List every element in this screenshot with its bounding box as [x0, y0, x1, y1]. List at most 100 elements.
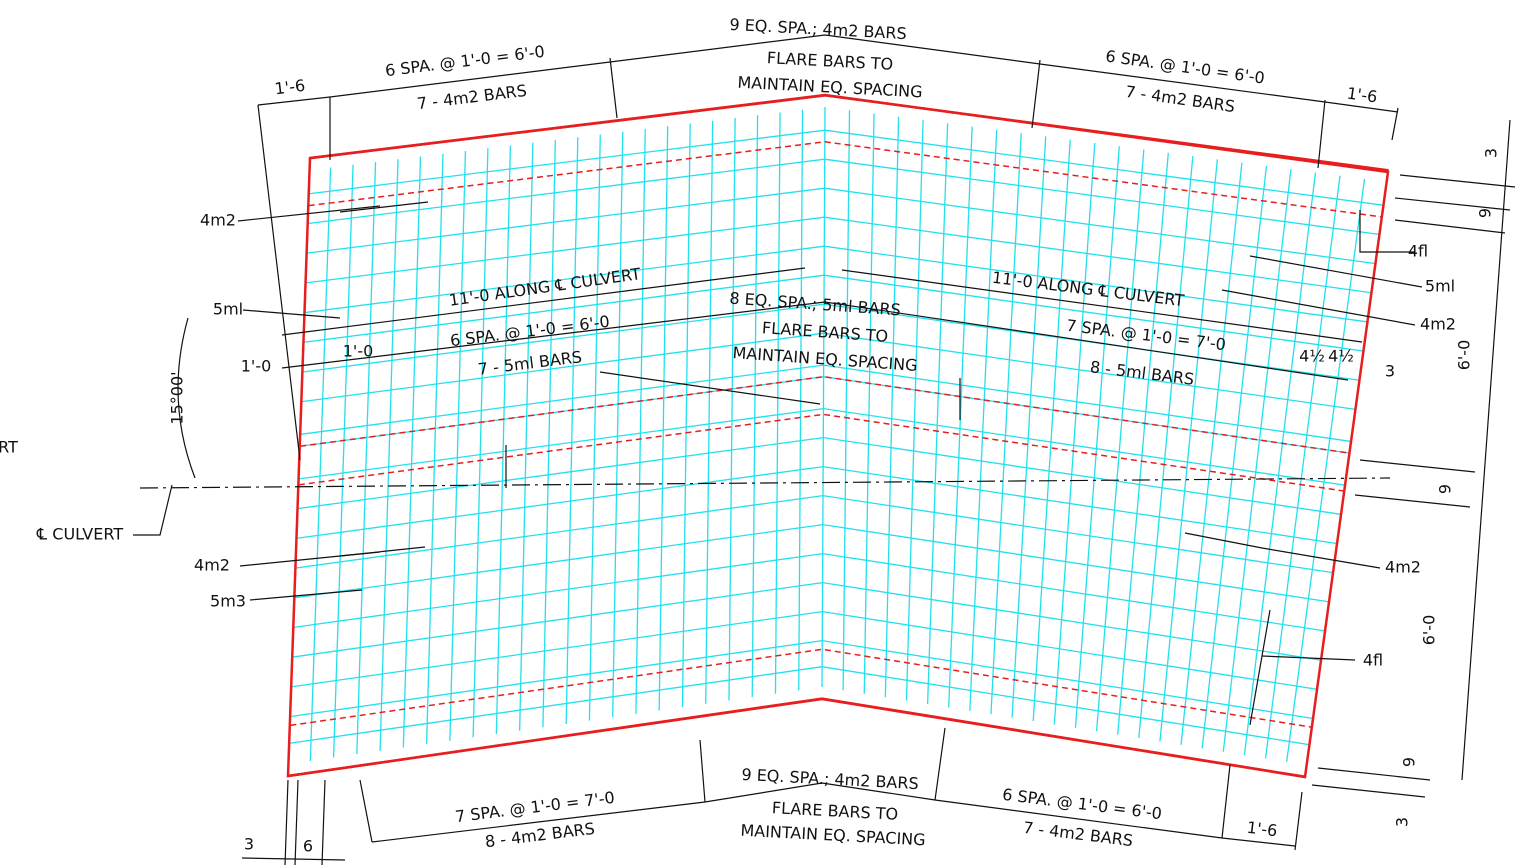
- bar-line: [298, 438, 1341, 515]
- label: FLARE BARS TO: [761, 318, 888, 346]
- bar-line: [636, 129, 645, 714]
- label: 6'-0: [1455, 340, 1474, 371]
- inner-boundary: [289, 699, 1305, 777]
- label: 7 - 5ml BARS: [477, 347, 583, 379]
- bar-line: [885, 117, 898, 697]
- bar-line: [380, 159, 398, 751]
- label: 1'-6: [1346, 83, 1379, 106]
- bar-line: [1287, 179, 1365, 762]
- label: 9: [1436, 484, 1455, 494]
- bar-line: [1097, 150, 1144, 732]
- bar-line: [294, 554, 1325, 631]
- bar-line: [1266, 176, 1340, 759]
- bar-line: [1054, 143, 1094, 724]
- bar-line: [520, 143, 533, 731]
- bar-line: [752, 115, 757, 697]
- label: 6 SPA. @ 1'-0 = 6'-0: [449, 312, 611, 350]
- bar-line: [1075, 146, 1119, 728]
- bar-line: [864, 114, 874, 694]
- label: 6'-0: [1420, 615, 1439, 646]
- bar-line: [613, 132, 623, 717]
- label: 4fl: [1408, 242, 1428, 261]
- label: RT: [0, 438, 18, 457]
- bar-line: [822, 107, 825, 687]
- label: 1'-0: [343, 342, 374, 361]
- label: 3: [1385, 362, 1395, 381]
- bar-line: [310, 167, 330, 760]
- bar-line: [928, 123, 948, 704]
- bar-line: [543, 140, 555, 727]
- label: 7 SPA. @ 1'-0 = 7'-0: [1065, 316, 1227, 354]
- label: 9 EQ. SPA.; 4m2 BARS: [729, 15, 907, 43]
- label: 5m3: [210, 592, 246, 611]
- label: 3: [1393, 817, 1412, 827]
- bar-line: [970, 130, 997, 711]
- bar-line: [729, 118, 735, 700]
- label: 1'-6: [1246, 818, 1279, 841]
- bar-line: [473, 148, 488, 737]
- label: 4½: [1299, 347, 1325, 366]
- rebar-grid: [289, 95, 1389, 776]
- bar-line: [293, 583, 1321, 660]
- bar-line: [589, 134, 600, 720]
- label: 8 - 5ml BARS: [1089, 357, 1195, 389]
- label: 1'-6: [274, 76, 307, 99]
- label: 4m2: [1385, 558, 1421, 577]
- bar-line: [1181, 163, 1242, 745]
- bar-line: [334, 165, 353, 758]
- bar-line: [496, 145, 510, 734]
- label: 7 - 4m2 BARS: [1124, 82, 1236, 116]
- label: 6 SPA. @ 1'-0 = 6'-0: [384, 42, 546, 80]
- label: 4½: [1328, 347, 1354, 366]
- label: 8 - 4m2 BARS: [484, 819, 596, 851]
- bar-line: [309, 130, 1384, 205]
- bar-line: [295, 525, 1329, 602]
- label: MAINTAIN EQ. SPACING: [732, 343, 918, 375]
- label: 7 - 4m2 BARS: [1022, 818, 1134, 850]
- label: 5ml: [213, 300, 243, 319]
- label: 7 - 4m2 BARS: [416, 81, 528, 113]
- bar-line: [292, 612, 1317, 690]
- label: 3: [1482, 148, 1501, 158]
- bar-line: [427, 154, 443, 744]
- bar-line: [1139, 156, 1193, 738]
- bar-line: [991, 133, 1021, 714]
- bar-line: [403, 156, 420, 747]
- bar-line: [906, 120, 923, 701]
- bar-line: [566, 137, 578, 724]
- label: 9: [1476, 208, 1495, 218]
- bar-line: [307, 188, 1376, 263]
- label: ℄ CULVERT: [36, 525, 123, 544]
- label: 4m2: [194, 556, 230, 575]
- label: FLARE BARS TO: [766, 48, 893, 74]
- label: 9 EQ. SPA.; 4m2 BARS: [741, 765, 919, 793]
- label: FLARE BARS TO: [771, 798, 898, 824]
- bar-line: [308, 159, 1380, 234]
- red-dashed: [309, 142, 1382, 217]
- bar-line: [1160, 159, 1217, 741]
- bar-line: [450, 151, 466, 741]
- bar-line: [706, 121, 713, 704]
- bar-line: [659, 126, 667, 710]
- label: 4m2: [1420, 315, 1456, 334]
- label: 15°00': [168, 371, 187, 424]
- label: 3: [244, 835, 254, 854]
- label: 4m2: [200, 211, 236, 230]
- bar-line: [799, 110, 803, 691]
- label: 9: [1400, 757, 1419, 767]
- label: 6: [303, 837, 313, 856]
- bar-line: [357, 162, 376, 754]
- bar-line: [1118, 153, 1169, 735]
- bar-line: [291, 641, 1313, 719]
- bar-line: [682, 123, 690, 707]
- label: 5ml: [1425, 277, 1455, 296]
- label: 1'-0: [241, 357, 272, 376]
- label: 4fl: [1363, 651, 1383, 670]
- drawing: 9 EQ. SPA.; 4m2 BARSFLARE BARS TOMAINTAI…: [0, 0, 1525, 865]
- bar-line: [306, 217, 1372, 293]
- bar-line: [299, 409, 1345, 486]
- bar-line: [775, 112, 780, 693]
- bar-line: [843, 110, 849, 690]
- bar-line: [1033, 140, 1070, 721]
